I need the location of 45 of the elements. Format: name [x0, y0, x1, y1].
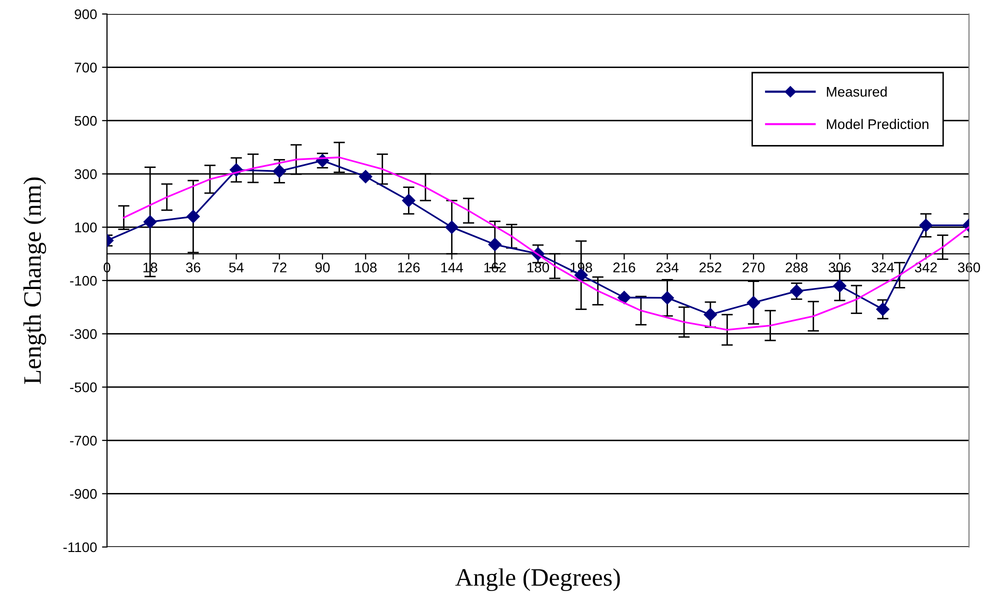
- point: [919, 218, 932, 232]
- point: [186, 210, 200, 224]
- x-tick-label: 144: [441, 262, 463, 272]
- x-tick-label: 360: [958, 262, 980, 272]
- y-tick-label: 700: [74, 62, 97, 72]
- point: [746, 296, 760, 310]
- point: [445, 220, 458, 234]
- y-axis-title: Length Change (nm): [23, 177, 46, 384]
- y-tick-label: 300: [74, 169, 97, 180]
- point: [488, 238, 502, 252]
- x-tick-label: 180: [527, 262, 550, 272]
- y-tick-label: -900: [70, 489, 97, 499]
- y-tick-label: 900: [74, 9, 97, 20]
- x-tick-label: 252: [700, 262, 722, 272]
- y-tick-label: -300: [70, 329, 97, 339]
- x-tick-label: 216: [613, 262, 636, 272]
- y-tick-label: -1100: [63, 542, 97, 552]
- x-tick-label: 90: [315, 262, 330, 272]
- y-tick-label: -500: [70, 382, 97, 392]
- x-axis-title: Angle (Degrees): [455, 568, 620, 592]
- point: [618, 290, 631, 304]
- point: [704, 308, 717, 322]
- x-tick-label: 234: [656, 262, 678, 272]
- point: [359, 170, 372, 184]
- y-tick-label: -100: [70, 276, 97, 286]
- y-tick-label: -700: [70, 436, 97, 446]
- x-tick-label: 72: [272, 262, 286, 272]
- legend-label: Measured: [826, 86, 887, 97]
- y-tick-label: 500: [74, 116, 97, 126]
- x-tick-label: 108: [355, 262, 377, 272]
- x-tick-label: 270: [742, 262, 765, 272]
- x-tick-label: 288: [786, 262, 808, 272]
- x-tick-label: 54: [229, 262, 244, 272]
- point: [660, 291, 674, 304]
- point: [876, 302, 890, 316]
- point: [272, 164, 286, 178]
- point: [402, 194, 416, 208]
- legend-label: Model Prediction: [826, 118, 928, 130]
- x-tick-label: 36: [186, 262, 200, 272]
- x-tick-label: 126: [398, 262, 420, 272]
- y-tick-label: 100: [75, 222, 97, 232]
- x-tick-label: 324: [872, 262, 894, 272]
- point: [790, 284, 804, 298]
- point: [144, 215, 157, 228]
- point: [833, 279, 846, 292]
